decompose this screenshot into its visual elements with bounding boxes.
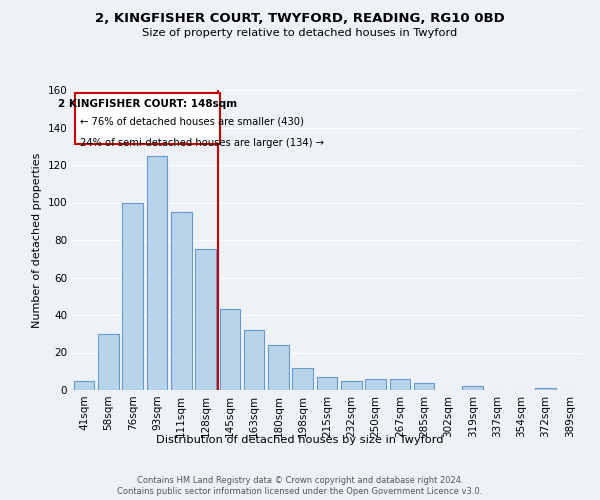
Text: 2, KINGFISHER COURT, TWYFORD, READING, RG10 0BD: 2, KINGFISHER COURT, TWYFORD, READING, R… [95, 12, 505, 26]
Bar [122, 202, 143, 390]
Bar [244, 330, 265, 390]
Y-axis label: Number of detached properties: Number of detached properties [32, 152, 42, 328]
Text: Distribution of detached houses by size in Twyford: Distribution of detached houses by size … [156, 435, 444, 445]
Bar [74, 380, 94, 390]
FancyBboxPatch shape [74, 93, 220, 144]
Text: 24% of semi-detached houses are larger (134) →: 24% of semi-detached houses are larger (… [80, 138, 323, 148]
Bar [341, 380, 362, 390]
Bar [365, 379, 386, 390]
Bar [389, 379, 410, 390]
Text: ← 76% of detached houses are smaller (430): ← 76% of detached houses are smaller (43… [80, 117, 304, 127]
Bar [292, 368, 313, 390]
Bar [463, 386, 483, 390]
Text: 2 KINGFISHER COURT: 148sqm: 2 KINGFISHER COURT: 148sqm [58, 99, 237, 109]
Bar [268, 345, 289, 390]
Text: Size of property relative to detached houses in Twyford: Size of property relative to detached ho… [142, 28, 458, 38]
Bar [146, 156, 167, 390]
Bar [171, 212, 191, 390]
Text: Contains public sector information licensed under the Open Government Licence v3: Contains public sector information licen… [118, 488, 482, 496]
Bar [98, 334, 119, 390]
Text: Contains HM Land Registry data © Crown copyright and database right 2024.: Contains HM Land Registry data © Crown c… [137, 476, 463, 485]
Bar [414, 382, 434, 390]
Bar [317, 377, 337, 390]
Bar [195, 250, 216, 390]
Bar [535, 388, 556, 390]
Bar [220, 310, 240, 390]
